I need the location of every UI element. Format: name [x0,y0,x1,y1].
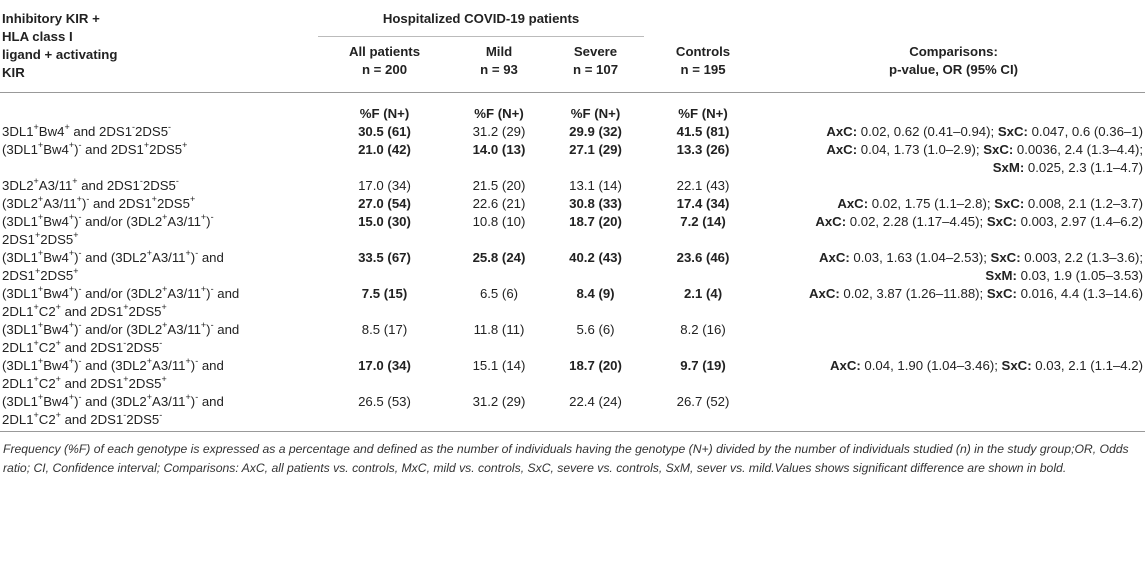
genotype-label: 3DL1+Bw4+ and 2DS1-2DS5- [2,121,172,139]
comparison-cell: AxC: 0.03, 1.63 (1.04–2.53); SxC: 0.003,… [818,250,1144,283]
header-controls-n: n = 195 [680,62,726,77]
pct-label-mild: %F (N+) [474,106,524,121]
table-row: 3DL2+A3/11+ and 2DS1-2DS5- 17.0 (34) 21.5 … [0,175,1145,195]
value-mild: 15.1 (14) [472,358,526,373]
value-mild: 25.8 (24) [472,250,526,265]
value-severe: 29.9 (32) [569,124,622,139]
value-all: 26.5 (53) [318,393,451,432]
value-mild: 31.2 (29) [451,393,547,432]
genotype-label: (3DL2+A3/11+)- and 2DS1+2DS5+ [2,193,196,211]
value-all: 17.0 (34) [358,178,411,193]
value-mild: 10.8 (10) [472,214,526,229]
value-all: 30.5 (61) [358,124,411,139]
value-severe: 22.4 (24) [547,393,645,432]
table-row: (3DL1+Bw4+)- and 2DS1+2DS5+ 21.0 (42) 14.0… [0,139,1145,177]
value-controls: 9.7 (19) [680,358,726,373]
pct-label-all: %F (N+) [359,106,410,121]
comparison-cell: AxC: 0.02, 2.28 (1.17–4.45); SxC: 0.003,… [815,214,1144,229]
value-mild: 14.0 (13) [472,142,526,157]
pct-header-row: %F (N+) %F (N+) %F (N+) %F (N+) [0,93,1145,124]
value-controls: 2.1 (4) [683,286,723,301]
comparison-cell: AxC: 0.04, 1.73 (1.0–2.9); SxC: 0.0036, … [826,142,1144,175]
value-all: 8.5 (17) [361,322,408,337]
pct-label-severe: %F (N+) [570,106,621,121]
genotype-label: (3DL1+Bw4+)- and 2DS1+2DS5+ [2,139,188,157]
genotype-label: (3DL1+Bw4+)- and/or (3DL2+A3/11+)- and 2D… [2,283,240,319]
comparison-cell: AxC: 0.02, 3.87 (1.26–11.88); SxC: 0.016… [808,286,1144,301]
header-col0-line4: KIR [2,65,25,80]
value-mild: 21.5 (20) [472,178,526,193]
header-comparisons-label: Comparisons: [909,44,998,59]
header-hospitalized: Hospitalized COVID-19 patients [318,0,645,38]
value-all: 27.0 (54) [358,196,411,211]
table-row: (3DL1+Bw4+)- and/or (3DL2+A3/11+)- and 2D… [0,283,1145,321]
value-all: 33.5 (67) [358,250,411,265]
genotype-label: 3DL2+A3/11+ and 2DS1-2DS5- [2,175,179,193]
genotype-label: (3DL1+Bw4+)- and (3DL2+A3/11+)- and 2DL1+… [2,355,224,391]
value-all: 7.5 (15) [361,286,408,301]
value-mild: 22.6 (21) [472,196,526,211]
table-row: (3DL1+Bw4+)- and (3DL2+A3/11+)- and 2DL1+… [0,355,1145,393]
header-all-label: All patients [348,44,421,60]
pct-label-controls: %F (N+) [678,106,728,121]
value-severe: 5.6 (6) [576,322,615,337]
header-controls-label: Controls [675,44,731,59]
header-severe-n: n = 107 [572,62,619,78]
header-mild: Mild n = 93 [451,37,547,82]
value-controls: 23.6 (46) [676,250,730,265]
value-controls: 7.2 (14) [680,214,726,229]
header-col0-line3: ligand + activating [2,47,118,62]
kir-genotype-table: Inhibitory KIR + HLA class I ligand + ac… [0,0,1145,432]
comparison-cell: AxC: 0.04, 1.90 (1.04–3.46); SxC: 0.03, … [829,358,1144,373]
genotype-label: (3DL1+Bw4+)- and/or (3DL2+A3/11+)- 2DS1+2… [2,211,214,247]
value-controls: 22.1 (43) [676,178,730,193]
comparison-cell: AxC: 0.02, 0.62 (0.41–0.94); SxC: 0.047,… [826,124,1144,139]
table-footnote: Frequency (%F) of each genotype is expre… [3,442,1129,475]
genotype-label: (3DL1+Bw4+)- and/or (3DL2+A3/11+)- and 2D… [2,319,240,355]
value-controls: 13.3 (26) [676,142,730,157]
table-row: 3DL1+Bw4+ and 2DS1-2DS5- 30.5 (61) 31.2 (2… [0,121,1145,141]
value-severe: 27.1 (29) [569,142,622,157]
header-col0-line2: HLA class I [2,29,73,44]
genotype-label: (3DL1+Bw4+)- and (3DL2+A3/11+)- and 2DL1+… [0,392,318,432]
comparison-cell [762,321,1145,357]
header-comparisons: Comparisons: p-value, OR (95% CI) [762,0,1145,82]
header-all-patients: All patients n = 200 [318,37,451,82]
value-controls: 41.5 (81) [676,124,730,139]
value-controls: 26.7 (52) [644,393,763,432]
table-row: (3DL1+Bw4+)- and/or (3DL2+A3/11+)- 2DS1+2… [0,211,1145,249]
value-all: 17.0 (34) [358,358,411,373]
header-mild-n: n = 93 [480,62,518,78]
value-severe: 18.7 (20) [569,358,622,373]
value-all: 21.0 (42) [358,142,411,157]
header-mild-label: Mild [485,44,513,60]
value-severe: 13.1 (14) [569,178,622,193]
table-row: (3DL1+Bw4+)- and (3DL2+A3/11+)- and 2DL1+… [0,392,1145,432]
table-row: (3DL1+Bw4+)- and/or (3DL2+A3/11+)- and 2D… [0,319,1145,357]
comparison-cell: AxC: 0.02, 1.75 (1.1–2.8); SxC: 0.008, 2… [837,196,1144,211]
value-mild: 6.5 (6) [479,286,519,301]
header-col0: Inhibitory KIR + HLA class I ligand + ac… [0,0,318,82]
comparison-cell [762,177,1145,195]
value-severe: 40.2 (43) [569,250,622,265]
value-controls: 8.2 (16) [680,322,726,337]
value-all: 15.0 (30) [358,214,411,229]
genotype-label: (3DL1+Bw4+)- and (3DL2+A3/11+)- and 2DS1+… [2,247,224,283]
value-mild: 11.8 (11) [473,322,525,337]
value-severe: 18.7 (20) [569,214,622,229]
value-controls: 17.4 (34) [676,196,730,211]
comparison-cell [762,393,1145,432]
value-mild: 31.2 (29) [472,124,526,139]
header-all-n: n = 200 [361,62,408,78]
value-severe: 8.4 (9) [576,286,615,301]
header-severe: Severe n = 107 [547,37,644,82]
header-col0-line1: Inhibitory KIR + [2,11,100,26]
value-severe: 30.8 (33) [569,196,622,211]
header-comparisons-sub: p-value, OR (95% CI) [889,62,1019,77]
header-severe-label: Severe [573,44,618,60]
table-row: (3DL1+Bw4+)- and (3DL2+A3/11+)- and 2DS1+… [0,247,1145,285]
table-row: (3DL2+A3/11+)- and 2DS1+2DS5+ 27.0 (54) 22… [0,193,1145,213]
header-controls: Controls n = 195 [644,0,762,82]
